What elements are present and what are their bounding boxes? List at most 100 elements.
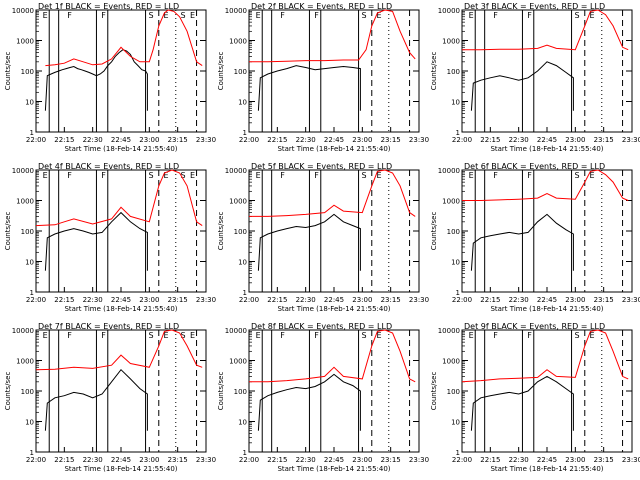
x-axis-label: Start Time (18-Feb-14 21:55:40) [64, 145, 177, 153]
y-tick-label: 1 [30, 129, 34, 137]
lld-series-line [249, 329, 416, 383]
events-series-line [44, 368, 148, 431]
flag-annotation: S [181, 11, 186, 20]
chart-title: Det 8f BLACK = Events, RED = LLD [251, 322, 392, 331]
flag-annotation: S [181, 171, 186, 180]
x-tick-label: 23:30 [409, 136, 429, 144]
x-tick-label: 22:30 [83, 296, 103, 304]
x-tick-label: 22:00 [452, 456, 472, 464]
x-tick-label: 22:15 [480, 456, 500, 464]
y-tick-label: 10000 [225, 327, 247, 335]
chart-title: Det 3f BLACK = Events, RED = LLD [464, 2, 605, 11]
flag-annotation: S [148, 331, 153, 340]
flag-annotation: E [469, 331, 474, 340]
y-tick-label: 1000 [442, 38, 460, 46]
x-tick-label: 22:30 [509, 456, 529, 464]
detector-panel-6: Det 6f BLACK = Events, RED = LLD 1 10 100 10… [430, 162, 640, 313]
events-series-line [470, 213, 574, 271]
lld-series-line [35, 169, 203, 227]
x-tick-label: 22:45 [324, 296, 344, 304]
y-tick-label: 10000 [225, 7, 247, 15]
flag-annotation: S [361, 11, 366, 20]
x-tick-label: 23:30 [196, 136, 216, 144]
x-tick-label: 22:15 [54, 456, 74, 464]
y-axis-label: Counts/sec [217, 212, 225, 251]
events-series-line [44, 211, 148, 271]
flag-annotation: E [590, 331, 595, 340]
y-tick-label: 10 [25, 419, 34, 427]
y-tick-label: 1000 [229, 198, 247, 206]
flag-annotation: F [280, 331, 285, 340]
flag-annotation: E [190, 171, 195, 180]
x-tick-label: 22:45 [537, 296, 557, 304]
lld-series-line [45, 9, 203, 67]
chart-title: Det 7f BLACK = Events, RED = LLD [38, 322, 179, 331]
flag-annotation: F [493, 171, 498, 180]
y-tick-label: 1 [243, 129, 247, 137]
y-tick-label: 10000 [12, 167, 34, 175]
x-tick-label: 23:15 [594, 296, 614, 304]
x-tick-label: 22:15 [54, 136, 74, 144]
x-tick-label: 22:45 [537, 456, 557, 464]
flag-annotation: E [377, 171, 382, 180]
chart-title: Det 4f BLACK = Events, RED = LLD [38, 162, 179, 171]
plot-frame [461, 169, 633, 293]
events-series-line [257, 213, 361, 271]
x-axis-label: Start Time (18-Feb-14 21:55:40) [64, 465, 177, 473]
flag-annotation: E [164, 11, 169, 20]
y-tick-label: 10 [451, 419, 460, 427]
x-tick-label: 22:00 [26, 456, 46, 464]
flag-annotation: E [377, 11, 382, 20]
x-axis-label: Start Time (18-Feb-14 21:55:40) [277, 145, 390, 153]
x-axis-label: Start Time (18-Feb-14 21:55:40) [490, 145, 603, 153]
events-series-line [257, 65, 361, 111]
x-tick-label: 23:30 [409, 296, 429, 304]
flag-annotation: F [527, 331, 532, 340]
flag-annotation: S [361, 171, 366, 180]
x-tick-label: 22:45 [324, 136, 344, 144]
x-tick-label: 23:00 [139, 456, 159, 464]
x-tick-label: 23:15 [168, 456, 188, 464]
x-tick-label: 22:00 [452, 296, 472, 304]
x-tick-label: 22:45 [324, 456, 344, 464]
chart-title: Det 1f BLACK = Events, RED = LLD [38, 2, 179, 11]
x-tick-label: 22:30 [509, 136, 529, 144]
lld-series-line [462, 9, 629, 51]
y-axis-label: Counts/sec [217, 52, 225, 91]
x-axis-label: Start Time (18-Feb-14 21:55:40) [64, 305, 177, 313]
x-axis-label: Start Time (18-Feb-14 21:55:40) [277, 305, 390, 313]
y-tick-label: 10 [238, 259, 247, 267]
lld-series-line [249, 169, 416, 217]
flag-annotation: F [314, 171, 319, 180]
lld-series-line [249, 9, 416, 63]
x-tick-label: 23:00 [352, 296, 372, 304]
y-axis-label: Counts/sec [430, 212, 438, 251]
flag-annotation: E [43, 331, 48, 340]
x-tick-label: 23:30 [622, 296, 640, 304]
y-tick-label: 100 [447, 68, 460, 76]
events-series-line [470, 61, 574, 111]
flag-annotation: E [164, 331, 169, 340]
x-tick-label: 22:45 [111, 456, 131, 464]
flag-annotation: F [101, 331, 106, 340]
chart-title: Det 2f BLACK = Events, RED = LLD [251, 2, 392, 11]
y-tick-label: 10000 [225, 167, 247, 175]
y-tick-label: 100 [234, 388, 247, 396]
plot-frame [248, 329, 420, 453]
flag-annotation: F [527, 11, 532, 20]
detector-panel-7: Det 7f BLACK = Events, RED = LLD 1 10 100 10… [4, 322, 216, 473]
x-tick-label: 22:00 [452, 136, 472, 144]
x-tick-label: 22:30 [83, 136, 103, 144]
flag-annotation: S [574, 331, 579, 340]
y-tick-label: 10 [25, 259, 34, 267]
y-tick-label: 1000 [442, 198, 460, 206]
y-axis-label: Counts/sec [4, 52, 12, 91]
plot-frame [35, 9, 207, 133]
x-axis-label: Start Time (18-Feb-14 21:55:40) [490, 305, 603, 313]
y-tick-label: 1 [456, 449, 460, 457]
y-tick-label: 1 [30, 289, 34, 297]
plot-frame [461, 329, 633, 453]
y-tick-label: 10 [25, 99, 34, 107]
y-tick-label: 1000 [442, 358, 460, 366]
